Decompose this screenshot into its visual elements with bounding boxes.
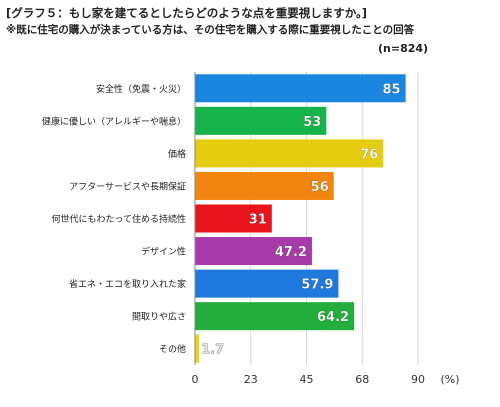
data-label: 47.2	[275, 245, 307, 260]
bar	[195, 237, 312, 266]
data-label: 85	[383, 82, 401, 97]
bar	[195, 139, 384, 168]
bar	[195, 106, 327, 135]
bar	[195, 74, 406, 103]
data-label: 53	[303, 115, 321, 130]
x-unit-label: (%)	[440, 373, 459, 386]
bar	[195, 334, 200, 363]
x-tick-label: 90	[411, 373, 425, 386]
category-label: 安全性（免震・火災）	[96, 83, 186, 95]
bar	[195, 171, 334, 200]
bar	[195, 269, 339, 298]
data-label: 57.9	[301, 278, 333, 293]
category-label: デザイン性	[141, 246, 186, 258]
bar	[195, 204, 272, 233]
chart-title: [グラフ５：もし家を建てるとしたらどのような点を重要視しますか。]	[6, 6, 368, 20]
x-tick-label: 0	[192, 373, 199, 386]
x-tick-label: 68	[355, 373, 369, 386]
category-label: 何世代にもわたって住める持続性	[51, 213, 186, 225]
data-label: 64.2	[317, 310, 349, 325]
data-label: 31	[249, 213, 267, 228]
category-label: 省エネ・エコを取り入れた家	[69, 278, 186, 290]
category-label: 間取りや広さ	[132, 311, 186, 323]
category-label: アフターサービスや長期保証	[69, 180, 186, 192]
x-tick-label: 45	[300, 373, 314, 386]
category-label: 価格	[168, 148, 186, 160]
chart-subtitle: ※既に住宅の購入が決まっている方は、その住宅を購入する際に重要視したことの回答	[6, 24, 415, 36]
data-label: 76	[360, 147, 378, 162]
x-tick-label: 23	[244, 373, 258, 386]
category-label: 健康に優しい（アレルギーや喘息）	[42, 115, 186, 127]
category-label: その他	[159, 343, 186, 355]
bar	[195, 302, 355, 331]
sample-size: (n=824)	[378, 42, 429, 55]
data-label: 56	[311, 180, 329, 195]
data-label: 1.7	[201, 343, 224, 358]
